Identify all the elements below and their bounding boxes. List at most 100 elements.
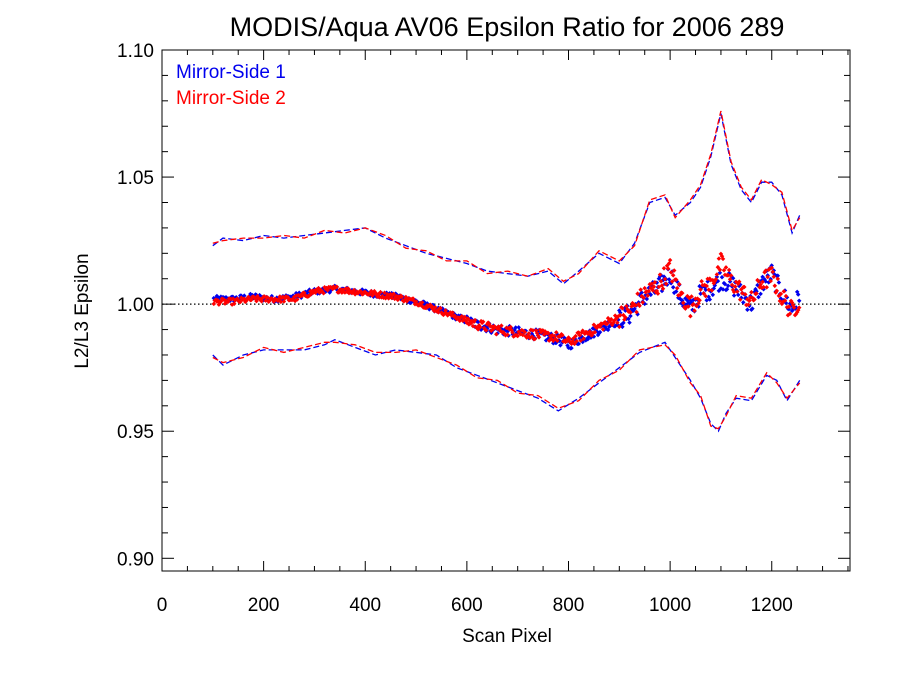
series-2-point [522,329,528,335]
y-axis-label: L2/L3 Epsilon [72,253,93,368]
series-1-point [558,343,563,348]
series-2-point [756,279,761,284]
series-1-point [621,320,626,326]
series-2-point [688,313,693,319]
series-1-upper-bound [212,113,801,285]
series-1-point [627,320,632,325]
series-2-point [462,314,468,320]
series-2-point [655,291,661,296]
series-1-point [632,306,637,312]
series-1-point [717,270,723,276]
series-2-point [796,305,802,310]
series-2-point [703,293,708,299]
series-2-point [436,310,441,315]
series-2-point [761,284,766,290]
series-2-point [781,289,787,294]
series-2-point [670,273,676,278]
series-2-point [651,284,657,289]
series-2-point [716,256,722,261]
series-2-point [641,295,646,300]
series-1-point [569,345,574,351]
series-1-point [722,281,728,287]
series-2-point [662,276,668,282]
series-2-point [769,265,774,271]
y-tick-label: 1.10 [117,41,154,62]
series-2-upper-bound [212,110,801,283]
y-tick-label: 0.90 [117,549,154,570]
series-2-point [671,268,677,273]
series-2-point [555,338,560,343]
plot-frame [161,49,851,572]
y-tick-label: 1.00 [117,295,154,316]
series-2-point [721,267,727,273]
series-2-point [694,303,699,309]
series-2-point [259,299,264,304]
series-2-point [635,291,640,296]
series-2-point [617,324,622,330]
series-2-point [717,267,723,273]
series-2-point [749,289,754,295]
series-2-point [701,291,706,296]
series-2-point [433,305,438,310]
series-2-point [615,320,620,325]
series-2-point [734,289,740,294]
series-2-point [713,277,719,282]
x-axis-label: Scan Pixel [462,626,552,647]
series-1-point [710,292,716,298]
series-2-point [211,301,217,307]
series-2-point [723,265,729,270]
series-1-point [719,274,725,280]
series-2-point [623,315,628,320]
series-1-point [796,298,802,304]
series-2-point [483,328,489,333]
axis-ticks: 0 200 400 600 800 1000 1200 0.90 0.95 1.00 1.05 1.1… [117,41,850,616]
series-1-point [618,310,623,315]
series-2-point [737,297,743,302]
series-2-point [640,300,645,305]
series-2-point [791,305,797,310]
series-2-point [746,302,751,307]
series-2-point [667,257,673,263]
series-2-point [786,304,792,309]
series-1-point [735,292,741,298]
series-1-point [720,287,726,292]
series-2-point [771,274,777,279]
series-1-point [724,286,730,292]
series-2-point [457,318,463,324]
series-2-point [499,323,504,328]
x-tick-label: 600 [451,595,483,616]
series-2-point [560,332,565,338]
series-2-point [620,306,625,311]
series-2-point [438,305,443,311]
series-2-point [604,321,610,327]
series-2-point [772,283,778,289]
series-1-point [741,300,746,305]
series-1-point [745,307,750,312]
series-2-point [515,333,520,339]
x-tick-label: 800 [553,595,585,616]
series-1-point [776,280,782,285]
series-2-point [699,279,704,284]
x-tick-label: 400 [349,595,381,616]
series-2-point [706,287,711,292]
series-1-point [750,306,755,311]
series-2-point [787,311,793,316]
series-2-point [581,336,586,341]
series-2-point [674,285,680,291]
series-2-point [391,291,396,297]
series-2-point [638,287,643,292]
series-1-point [673,289,679,294]
series-2-lower-bound [212,341,801,430]
series-1-point [731,293,737,298]
series-2-point [720,256,726,262]
series-2-point [698,287,703,292]
series-2-point [637,303,642,309]
series-2-point [754,291,759,296]
series-2-point [677,281,682,287]
series-2-point [351,287,357,293]
series-2-point [686,304,691,309]
series-2-point [768,278,773,284]
series-2-point [704,283,709,289]
x-tick-label: 200 [248,595,280,616]
